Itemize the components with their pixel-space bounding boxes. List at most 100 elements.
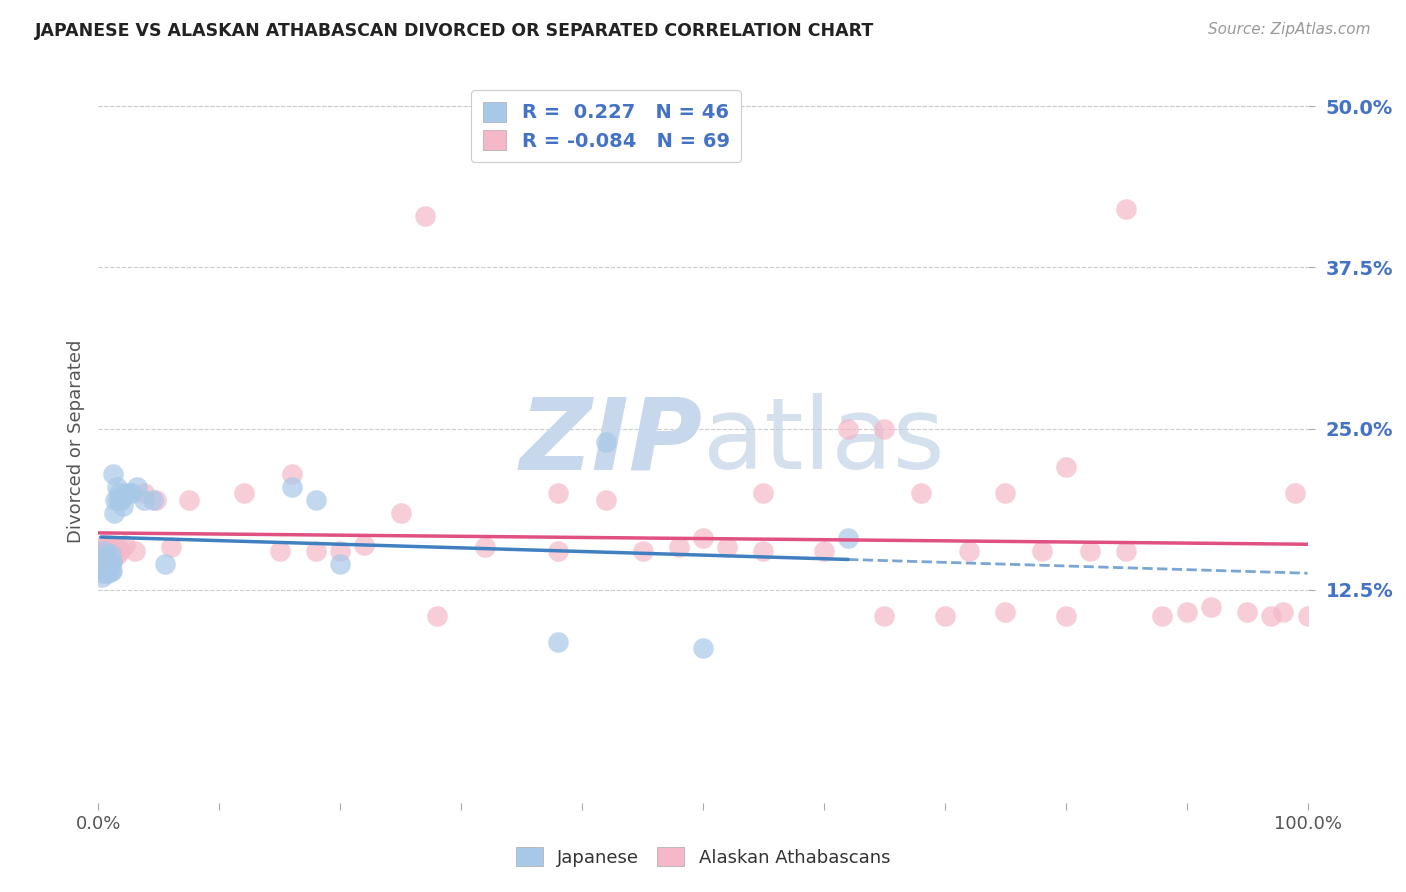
- Point: [108, 492, 131, 507]
- Point: [631, 544, 654, 558]
- Point: [118, 486, 141, 500]
- Point: [160, 541, 183, 555]
- Point: [389, 506, 412, 520]
- Point: [91, 557, 114, 571]
- Point: [413, 209, 436, 223]
- Point: [103, 506, 125, 520]
- Point: [104, 544, 127, 558]
- Point: [281, 467, 304, 481]
- Point: [1115, 202, 1137, 217]
- Point: [127, 480, 149, 494]
- Point: [547, 634, 569, 648]
- Point: [232, 486, 254, 500]
- Point: [1260, 608, 1282, 623]
- Legend: Japanese, Alaskan Athabascans: Japanese, Alaskan Athabascans: [509, 840, 897, 874]
- Point: [107, 492, 129, 507]
- Point: [474, 541, 496, 555]
- Legend: R =  0.227   N = 46, R = -0.084   N = 69: R = 0.227 N = 46, R = -0.084 N = 69: [471, 90, 741, 162]
- Point: [752, 486, 775, 500]
- Point: [108, 544, 131, 558]
- Point: [94, 542, 117, 557]
- Point: [97, 557, 120, 571]
- Point: [93, 544, 115, 558]
- Point: [994, 605, 1017, 619]
- Text: Source: ZipAtlas.com: Source: ZipAtlas.com: [1208, 22, 1371, 37]
- Point: [1078, 544, 1101, 558]
- Point: [98, 561, 121, 575]
- Point: [100, 547, 122, 561]
- Point: [108, 486, 131, 500]
- Point: [1236, 605, 1258, 619]
- Point: [134, 486, 156, 500]
- Point: [91, 550, 114, 565]
- Point: [98, 553, 121, 567]
- Point: [281, 480, 304, 494]
- Point: [91, 548, 114, 562]
- Point: [837, 531, 859, 545]
- Point: [692, 531, 714, 545]
- Point: [1272, 605, 1295, 619]
- Point: [1031, 544, 1053, 558]
- Point: [716, 541, 738, 555]
- Y-axis label: Divorced or Separated: Divorced or Separated: [66, 340, 84, 543]
- Point: [105, 480, 128, 494]
- Point: [96, 556, 118, 570]
- Point: [837, 422, 859, 436]
- Point: [91, 570, 114, 584]
- Point: [269, 544, 291, 558]
- Point: [104, 492, 127, 507]
- Point: [100, 541, 122, 555]
- Point: [305, 492, 328, 507]
- Point: [134, 492, 156, 507]
- Text: JAPANESE VS ALASKAN ATHABASCAN DIVORCED OR SEPARATED CORRELATION CHART: JAPANESE VS ALASKAN ATHABASCAN DIVORCED …: [35, 22, 875, 40]
- Point: [692, 640, 714, 655]
- Point: [329, 544, 352, 558]
- Point: [110, 492, 132, 507]
- Point: [145, 492, 167, 507]
- Point: [100, 544, 122, 558]
- Point: [93, 561, 115, 575]
- Point: [994, 486, 1017, 500]
- Point: [873, 608, 896, 623]
- Point: [142, 492, 165, 507]
- Point: [910, 486, 932, 500]
- Point: [1175, 605, 1198, 619]
- Point: [93, 538, 115, 552]
- Point: [752, 544, 775, 558]
- Point: [1054, 460, 1077, 475]
- Point: [91, 566, 114, 581]
- Point: [1199, 599, 1222, 614]
- Point: [97, 550, 120, 565]
- Point: [101, 550, 124, 565]
- Point: [1115, 544, 1137, 558]
- Point: [547, 486, 569, 500]
- Text: atlas: atlas: [703, 393, 945, 490]
- Point: [94, 566, 117, 581]
- Point: [91, 541, 114, 555]
- Text: ZIP: ZIP: [520, 393, 703, 490]
- Point: [595, 492, 617, 507]
- Point: [100, 564, 122, 578]
- Point: [957, 544, 980, 558]
- Point: [98, 538, 121, 552]
- Point: [114, 486, 136, 500]
- Point: [426, 608, 449, 623]
- Point: [668, 541, 690, 555]
- Point: [100, 556, 122, 570]
- Point: [114, 538, 136, 552]
- Point: [103, 541, 125, 555]
- Point: [93, 544, 115, 558]
- Point: [105, 548, 128, 562]
- Point: [329, 557, 352, 571]
- Point: [90, 564, 112, 578]
- Point: [179, 492, 201, 507]
- Point: [101, 467, 124, 481]
- Point: [121, 486, 143, 500]
- Point: [547, 544, 569, 558]
- Point: [97, 566, 120, 581]
- Point: [813, 544, 835, 558]
- Point: [96, 548, 118, 562]
- Point: [96, 541, 118, 555]
- Point: [1284, 486, 1306, 500]
- Point: [305, 544, 328, 558]
